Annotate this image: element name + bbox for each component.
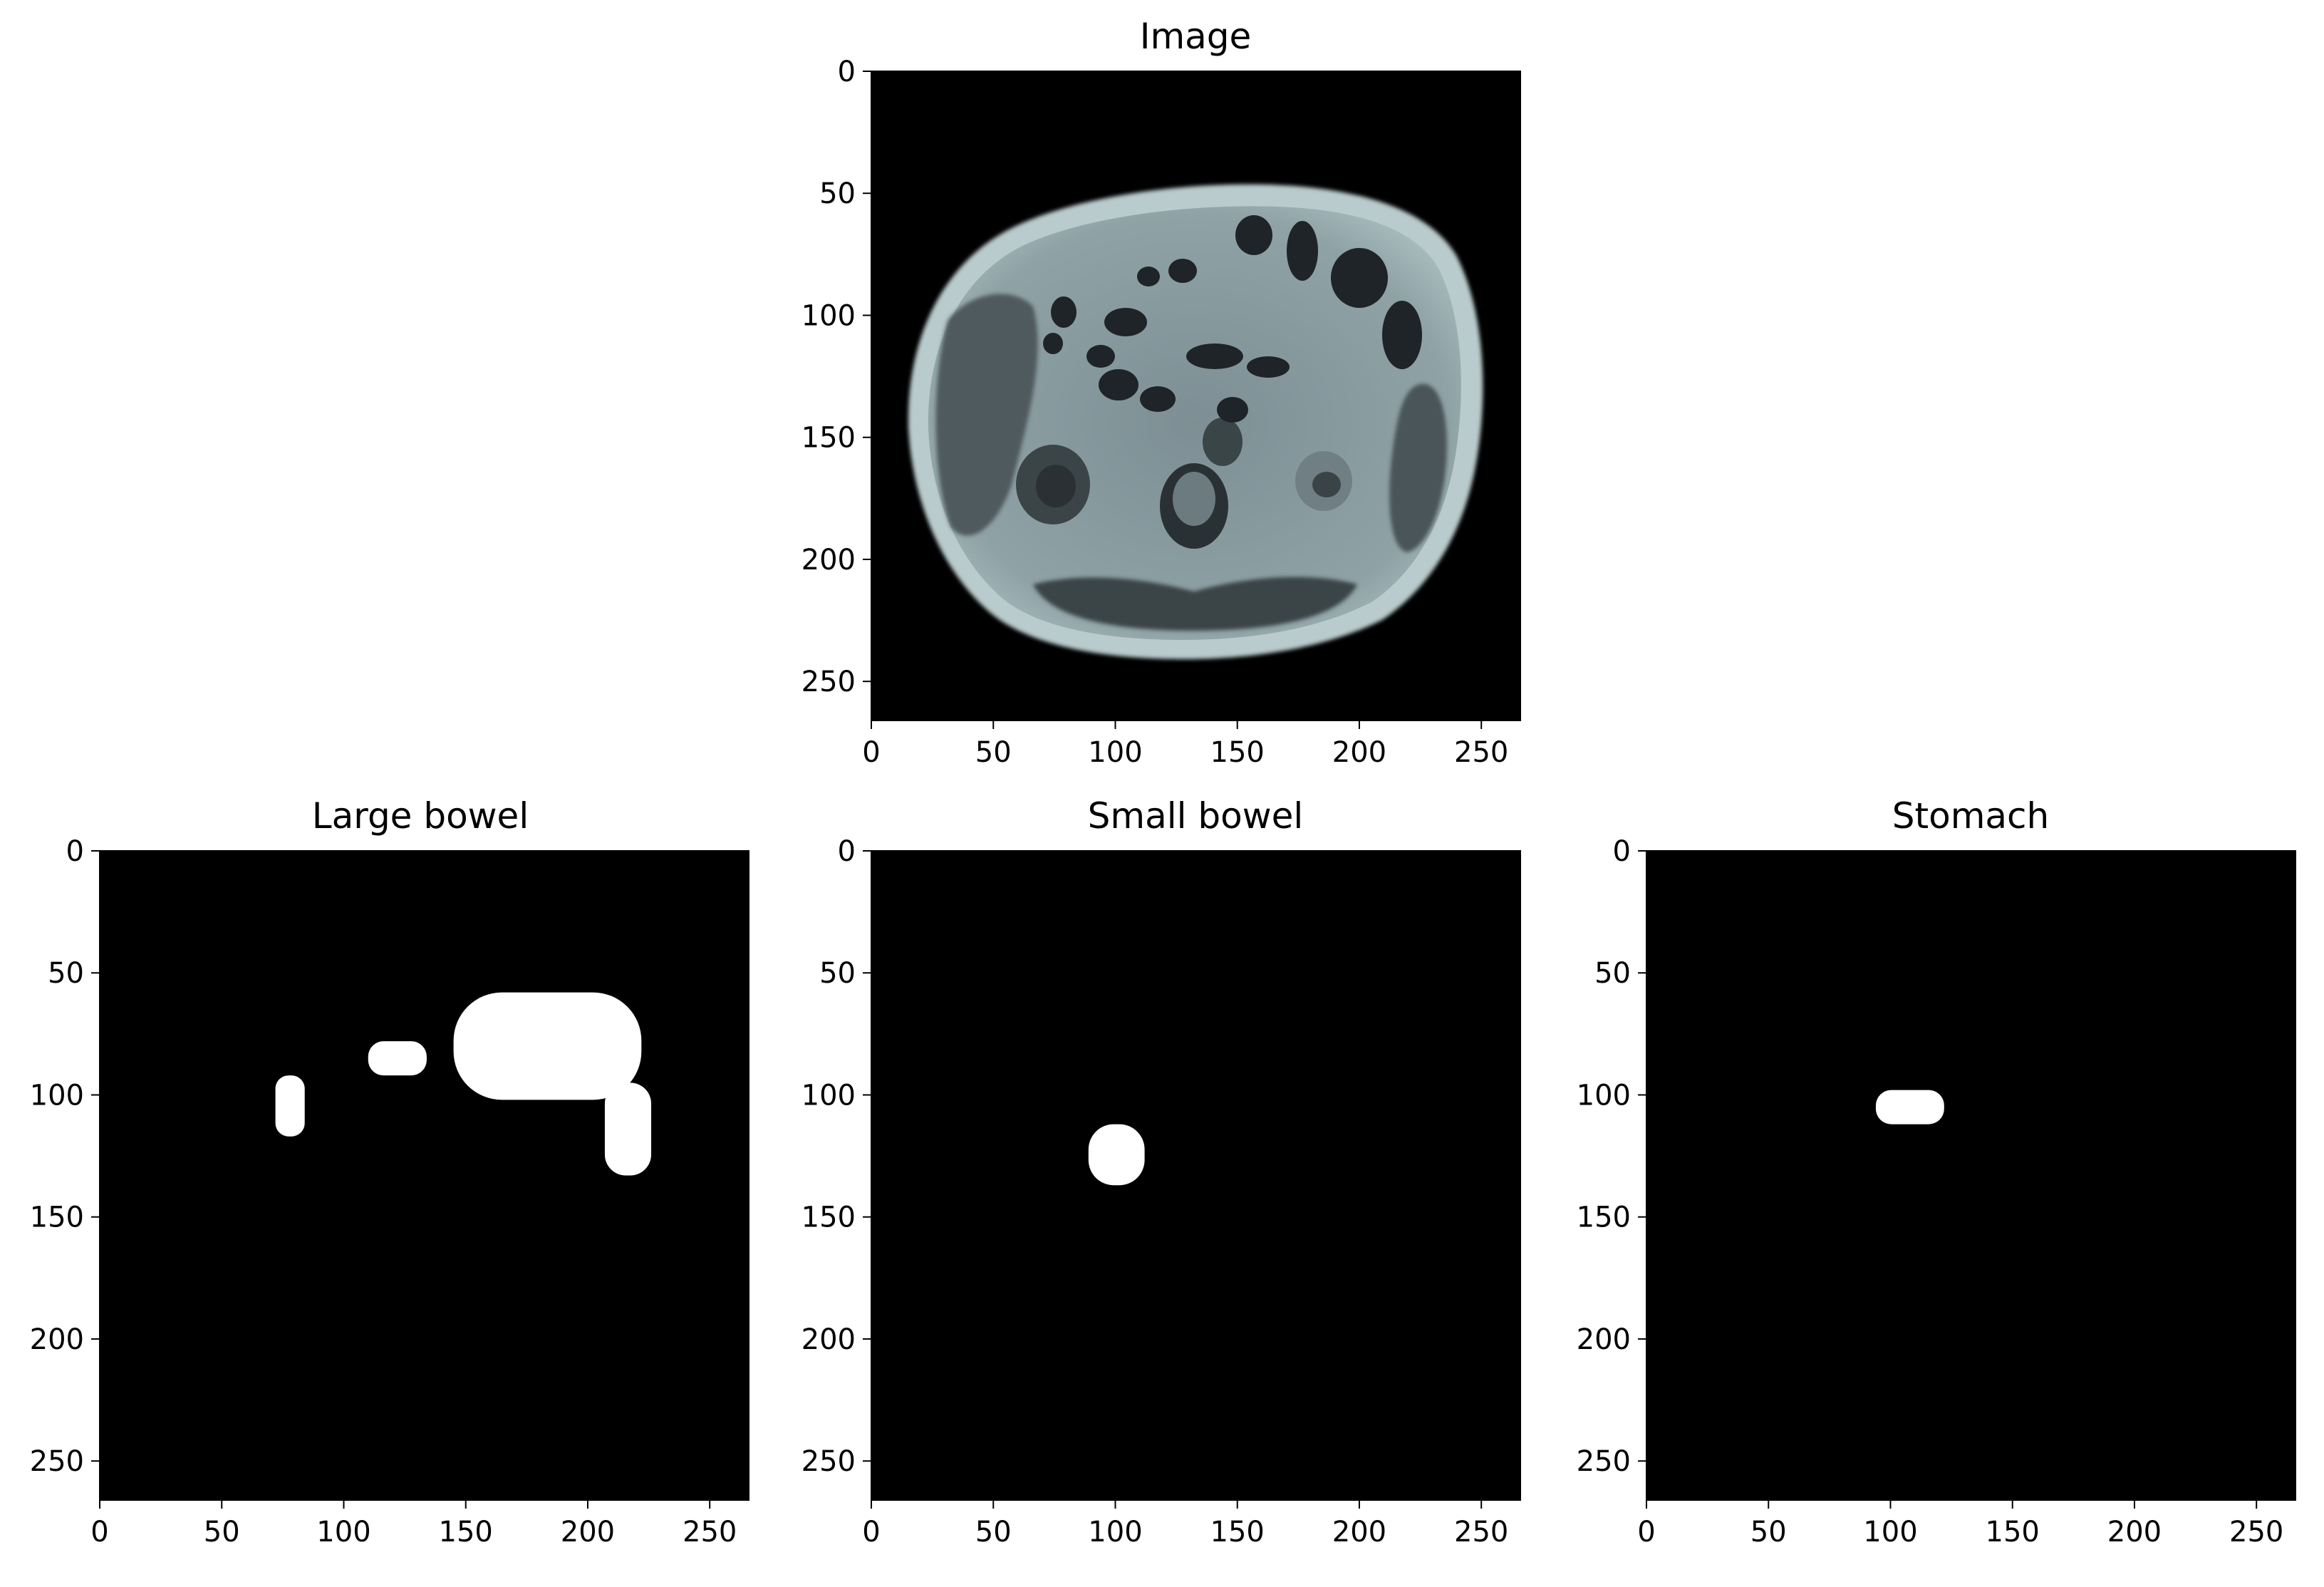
x-tick-label-image: 200 <box>1332 736 1386 769</box>
x-tick-label-small-bowel: 0 <box>862 1516 880 1549</box>
x-tick-label-small-bowel: 50 <box>975 1516 1012 1549</box>
mri-bowel-loops <box>1043 215 1422 423</box>
mri-back-muscles <box>1033 577 1357 631</box>
y-tick-label-image: 200 <box>802 544 856 577</box>
x-tick-label-large-bowel: 100 <box>316 1516 370 1549</box>
x-tick-label-large-bowel: 150 <box>439 1516 493 1549</box>
y-tick-label-small-bowel: 100 <box>802 1079 856 1112</box>
panel-title-image: Image <box>1140 16 1252 57</box>
mask-blob-stomach-0 <box>1875 1090 1944 1125</box>
mri-spleen <box>1389 383 1447 552</box>
mask-blob-large-bowel-0 <box>275 1075 305 1137</box>
x-tick-label-large-bowel: 250 <box>683 1516 737 1549</box>
x-tick-label-stomach: 150 <box>1986 1516 2040 1549</box>
y-tick-label-image: 50 <box>819 177 856 210</box>
x-tick-label-image: 250 <box>1454 736 1508 769</box>
mask-area-small-bowel <box>871 851 1520 1500</box>
mri-slice <box>908 184 1483 659</box>
y-tick-label-small-bowel: 250 <box>802 1445 856 1478</box>
mask-large-bowel <box>275 992 652 1176</box>
axes-frame-small-bowel <box>871 850 1521 1501</box>
x-tick-label-small-bowel: 250 <box>1454 1516 1508 1549</box>
axes-frame-stomach <box>1646 850 2296 1501</box>
x-tick-label-image: 150 <box>1210 736 1265 769</box>
x-tick-label-stomach: 0 <box>1637 1516 1655 1549</box>
mask-blob-large-bowel-3 <box>604 1082 652 1176</box>
x-tick-label-image: 100 <box>1088 736 1142 769</box>
panel-image: Image <box>871 16 1520 720</box>
x-tick-label-large-bowel: 50 <box>204 1516 240 1549</box>
y-tick-label-stomach: 250 <box>1577 1445 1631 1478</box>
x-tick-label-image: 0 <box>862 736 880 769</box>
y-tick-label-large-bowel: 200 <box>30 1323 84 1356</box>
y-tick-label-image: 0 <box>838 56 856 88</box>
mri-kidney-right-inner <box>1312 472 1341 497</box>
y-tick-label-stomach: 200 <box>1577 1323 1631 1356</box>
axes-frame-large-bowel <box>99 850 749 1501</box>
mri-kidney-left-inner <box>1036 465 1076 507</box>
y-tick-label-stomach: 50 <box>1594 957 1631 990</box>
y-tick-label-stomach: 100 <box>1577 1079 1631 1112</box>
x-tick-label-large-bowel: 200 <box>561 1516 615 1549</box>
y-tick-label-small-bowel: 0 <box>838 835 856 868</box>
y-tick-label-large-bowel: 50 <box>48 957 84 990</box>
x-tick-label-stomach: 50 <box>1750 1516 1787 1549</box>
y-tick-label-stomach: 150 <box>1577 1201 1631 1234</box>
y-tick-label-image: 100 <box>802 299 856 332</box>
mask-area-large-bowel <box>100 851 749 1500</box>
panel-title-large-bowel: Large bowel <box>312 795 529 837</box>
x-tick-label-stomach: 100 <box>1863 1516 1917 1549</box>
mask-blob-large-bowel-2 <box>453 992 642 1100</box>
axes-frame-image <box>871 71 1521 721</box>
panel-large-bowel: Large bowel <box>100 795 749 1500</box>
mask-area-stomach <box>1646 851 2296 1500</box>
mask-stomach <box>1875 1090 1944 1125</box>
mask-blob-small-bowel-0 <box>1088 1124 1145 1186</box>
x-tick-label-small-bowel: 150 <box>1210 1516 1265 1549</box>
x-tick-label-small-bowel: 100 <box>1088 1516 1142 1549</box>
y-tick-label-large-bowel: 0 <box>66 835 84 868</box>
y-tick-label-large-bowel: 100 <box>30 1079 84 1112</box>
x-tick-label-large-bowel: 0 <box>90 1516 108 1549</box>
axes-layer: 0 50 100 150 200 250 0 50 100 150 200 250 0 50 100 150 2… <box>30 56 2296 1549</box>
mri-liver <box>935 294 1038 536</box>
panel-stomach: Stomach <box>1646 795 2296 1500</box>
y-tick-label-image: 250 <box>802 666 856 698</box>
x-tick-label-stomach: 250 <box>2229 1516 2283 1549</box>
y-tick-label-large-bowel: 150 <box>30 1201 84 1234</box>
x-tick-label-small-bowel: 200 <box>1332 1516 1386 1549</box>
mri-vertebra-body <box>1173 472 1215 526</box>
mask-blob-large-bowel-1 <box>368 1041 427 1076</box>
y-tick-label-stomach: 0 <box>1613 835 1631 868</box>
panel-title-stomach: Stomach <box>1892 795 2049 837</box>
y-tick-label-large-bowel: 250 <box>30 1445 84 1478</box>
panel-title-small-bowel: Small bowel <box>1088 795 1304 837</box>
mask-small-bowel <box>1088 1124 1145 1186</box>
y-tick-label-image: 150 <box>802 422 856 455</box>
x-tick-label-image: 50 <box>975 736 1012 769</box>
y-tick-label-small-bowel: 50 <box>819 957 856 990</box>
y-tick-label-small-bowel: 150 <box>802 1201 856 1234</box>
x-tick-label-stomach: 200 <box>2107 1516 2162 1549</box>
mri-aorta <box>1203 418 1243 466</box>
y-tick-label-small-bowel: 200 <box>802 1323 856 1356</box>
panel-small-bowel: Small bowel <box>871 795 1520 1500</box>
